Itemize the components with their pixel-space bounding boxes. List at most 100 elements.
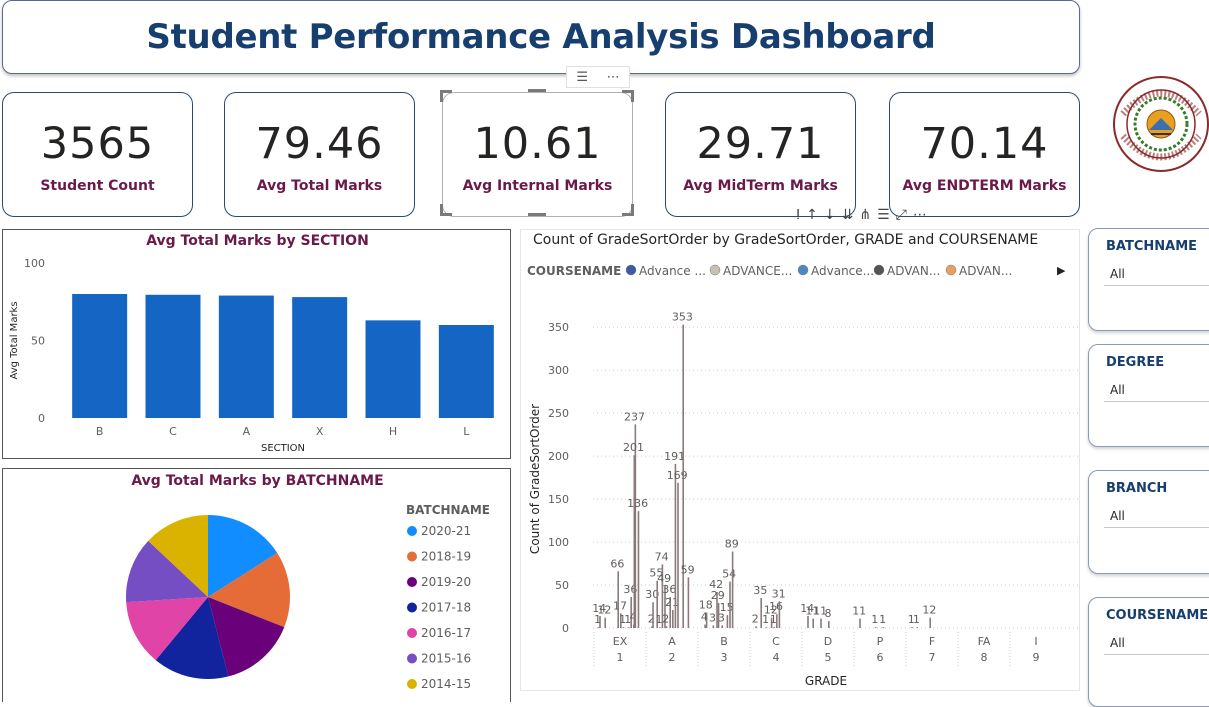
data-label: 16 xyxy=(769,600,783,613)
slicer-dropdown[interactable]: All xyxy=(1104,378,1209,402)
bar xyxy=(656,580,658,628)
institute-logo xyxy=(1105,74,1209,174)
bar xyxy=(145,294,201,418)
bar xyxy=(755,626,757,628)
slicer-batchname[interactable]: BATCHNAME All xyxy=(1088,228,1209,331)
data-label: 42 xyxy=(709,578,723,591)
data-label: 29 xyxy=(711,589,725,602)
selection-handle[interactable] xyxy=(622,90,634,102)
x-axis-label: GRADE xyxy=(805,674,847,688)
legend-marker xyxy=(625,264,637,276)
bar xyxy=(726,615,729,628)
selection-handle[interactable] xyxy=(440,204,452,216)
data-label: 55 xyxy=(649,567,663,580)
more-options-icon[interactable]: ⋯ xyxy=(912,207,927,223)
kpi-card-avg-internal-marks[interactable]: 10.61 Avg Internal Marks xyxy=(442,92,633,217)
bar xyxy=(704,624,706,628)
selection-handle[interactable] xyxy=(440,90,452,102)
x-tick-label: 5 xyxy=(825,651,832,664)
y-tick-label: 50 xyxy=(555,579,569,592)
bar xyxy=(760,597,762,628)
data-label: 237 xyxy=(624,410,645,423)
legend-marker xyxy=(407,526,417,536)
drill-up-icon[interactable]: ↑ xyxy=(806,207,818,223)
selection-handle[interactable] xyxy=(622,204,634,216)
pie-slice xyxy=(208,597,285,677)
expand-hierarchy-icon[interactable]: ⋔ xyxy=(859,207,872,223)
focus-mode-icon[interactable]: ⤢ xyxy=(895,207,907,223)
bar xyxy=(776,614,778,628)
data-label: 1 xyxy=(619,613,626,626)
y-axis-label: Count of GradeSortOrder xyxy=(528,404,542,554)
legend-marker xyxy=(709,264,721,276)
bar xyxy=(807,615,809,628)
bar xyxy=(765,627,768,628)
data-label: 1 xyxy=(879,613,886,626)
legend-label: Advance... xyxy=(811,264,874,278)
bar xyxy=(292,297,348,418)
data-label: 4 xyxy=(701,611,708,624)
pie-slice xyxy=(208,553,290,628)
slicer-degree[interactable]: DEGREE All xyxy=(1088,344,1209,447)
legend-label: 2020-21 xyxy=(421,524,471,538)
legend-next-arrow: ▶ xyxy=(1057,264,1066,277)
y-tick-label: 300 xyxy=(548,364,569,377)
data-label: 2 xyxy=(648,612,655,625)
filter-icon[interactable]: ☰ xyxy=(576,69,588,85)
data-label: 31 xyxy=(772,587,786,600)
slicer-dropdown[interactable]: All xyxy=(1104,504,1209,528)
y-tick-label: 250 xyxy=(548,407,569,420)
grade-chart-title: Count of GradeSortOrder by GradeSortOrde… xyxy=(533,232,1039,248)
pie-chart-svg: BATCHNAME 2020-21 2018-19 2019-20 2017-18 201… xyxy=(126,503,490,691)
legend-label: 2014-15 xyxy=(421,677,471,691)
bar xyxy=(630,597,632,628)
y-tick-label: 50 xyxy=(31,335,45,348)
pie-slice xyxy=(155,597,229,679)
slicer-coursename[interactable]: COURSENAME All xyxy=(1088,597,1209,707)
x-tick-label: F xyxy=(929,635,935,648)
x-tick-label: 7 xyxy=(929,651,936,664)
x-tick-label: C xyxy=(772,635,780,648)
slicer-dropdown[interactable]: All xyxy=(1104,631,1209,655)
selection-handle[interactable] xyxy=(528,213,546,216)
x-tick-label: 3 xyxy=(721,651,728,664)
data-label: 3 xyxy=(709,611,716,624)
grade-chart-panel[interactable]: Count of GradeSortOrder by GradeSortOrde… xyxy=(520,229,1080,691)
slicer-branch[interactable]: BRANCH All xyxy=(1088,470,1209,574)
bar xyxy=(599,615,601,628)
pie-slice xyxy=(126,540,208,603)
kpi-card-avg-midterm-marks[interactable]: 29.71 Avg MidTerm Marks xyxy=(665,92,856,217)
expand-down-icon[interactable]: ⇊ xyxy=(841,207,854,223)
kpi-card-student-count[interactable]: 3565 Student Count xyxy=(2,92,193,217)
data-label: 14 xyxy=(592,602,606,615)
more-options-icon[interactable]: ⋯ xyxy=(606,69,620,85)
info-icon[interactable]: ⵑ xyxy=(796,207,801,223)
bar xyxy=(597,627,600,628)
bar xyxy=(882,627,885,628)
kpi-value: 10.61 xyxy=(473,119,602,169)
legend-label: 2019-20 xyxy=(421,575,471,589)
bar xyxy=(721,625,723,628)
visual-toolbar: ⵑ ↑ ↓ ⇊ ⋔ ☰ ⤢ ⋯ xyxy=(796,204,1076,226)
legend-title: COURSENAME xyxy=(527,264,621,278)
bar xyxy=(669,597,671,628)
section-bar-chart-panel[interactable]: Avg Total Marks by SECTION 0 50 100 Avg Tot… xyxy=(2,229,511,459)
filter-icon[interactable]: ☰ xyxy=(877,207,890,223)
legend-label: ADVAN... xyxy=(887,264,940,278)
bar xyxy=(365,320,421,418)
data-label: 11 xyxy=(813,605,827,618)
kpi-label: Avg Total Marks xyxy=(256,178,383,194)
batch-pie-chart-panel[interactable]: Avg Total Marks by BATCHNAME BATCHNAME 20… xyxy=(2,468,511,702)
legend-label: 2015-16 xyxy=(421,652,471,666)
x-tick-label: 6 xyxy=(877,651,884,664)
slicer-dropdown[interactable]: All xyxy=(1104,262,1209,286)
kpi-card-avg-total-marks[interactable]: 79.46 Avg Total Marks xyxy=(224,92,415,217)
selection-handle[interactable] xyxy=(528,89,546,92)
kpi-card-avg-endterm-marks[interactable]: 70.14 Avg ENDTERM Marks xyxy=(889,92,1080,217)
data-label: 66 xyxy=(610,557,624,570)
drill-down-icon[interactable]: ↓ xyxy=(823,207,836,223)
data-label: 30 xyxy=(645,588,659,601)
y-tick-label: 100 xyxy=(24,257,45,270)
data-label: 12 xyxy=(922,604,936,617)
kpi-label: Student Count xyxy=(40,178,155,194)
